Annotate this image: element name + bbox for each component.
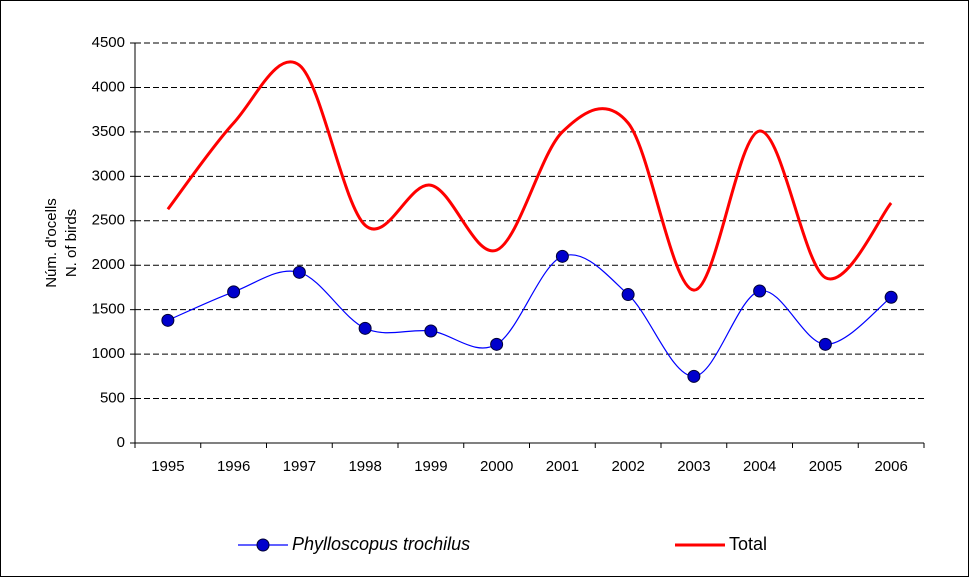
y-tick-label: 0 [117,434,125,451]
data-point [358,321,372,335]
x-tick-label: 2002 [611,458,644,475]
x-tick-label: 2005 [809,458,842,475]
x-tick-label: 1995 [151,458,184,475]
y-tick-label: 2500 [92,212,125,229]
y-tick-label: 1500 [92,301,125,318]
y-axis-label: Núm. d'ocells [43,198,60,288]
x-tick-label: 1998 [348,458,381,475]
y-tick-label: 4000 [92,78,125,95]
x-tick-label: 1996 [217,458,250,475]
y-tick-label: 3000 [92,167,125,184]
y-tick-label: 500 [100,390,125,407]
data-point [292,265,306,279]
data-point [555,249,569,263]
y-tick-label: 2000 [92,256,125,273]
data-point [753,284,767,298]
series-line [166,60,893,292]
data-point [161,313,175,327]
x-tick-label: 2001 [546,458,579,475]
x-tick-label: 1999 [414,458,447,475]
x-tick-label: 1997 [283,458,316,475]
legend-label: Total [729,534,767,554]
y-tick-label: 1000 [92,345,125,362]
data-point [424,324,438,338]
y-tick-label: 4500 [92,34,125,51]
data-point [818,337,832,351]
legend-marker [256,538,270,552]
data-point [884,290,898,304]
data-point [490,337,504,351]
y-tick-label: 3500 [92,123,125,140]
x-tick-label: 2004 [743,458,776,475]
data-point [227,285,241,299]
y-axis-label: N. of birds [63,209,80,277]
x-tick-label: 2000 [480,458,513,475]
data-point [687,369,701,383]
legend-label: Phylloscopus trochilus [292,534,470,554]
x-tick-label: 2003 [677,458,710,475]
data-point [621,288,635,302]
x-tick-label: 2006 [874,458,907,475]
